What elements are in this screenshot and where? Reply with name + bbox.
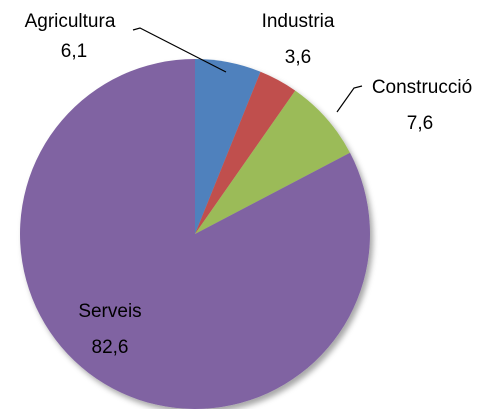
- slice-label: Agricultura: [25, 11, 116, 32]
- value-label: 7,6: [407, 113, 433, 134]
- slice-label: Serveis: [78, 301, 141, 322]
- slice-label: Industria: [262, 11, 335, 32]
- leader-line: [132, 27, 227, 73]
- value-label: 82,6: [92, 337, 129, 358]
- pie: [19, 59, 371, 409]
- pie-slice: [19, 59, 371, 409]
- pie-slice: [195, 90, 351, 234]
- pie-slice: [195, 71, 296, 234]
- slice-label: Construcció: [372, 77, 472, 98]
- leader-line: [336, 85, 363, 113]
- value-label: 3,6: [285, 47, 311, 68]
- value-label: 6,1: [61, 41, 87, 62]
- pie-slice: [195, 59, 261, 234]
